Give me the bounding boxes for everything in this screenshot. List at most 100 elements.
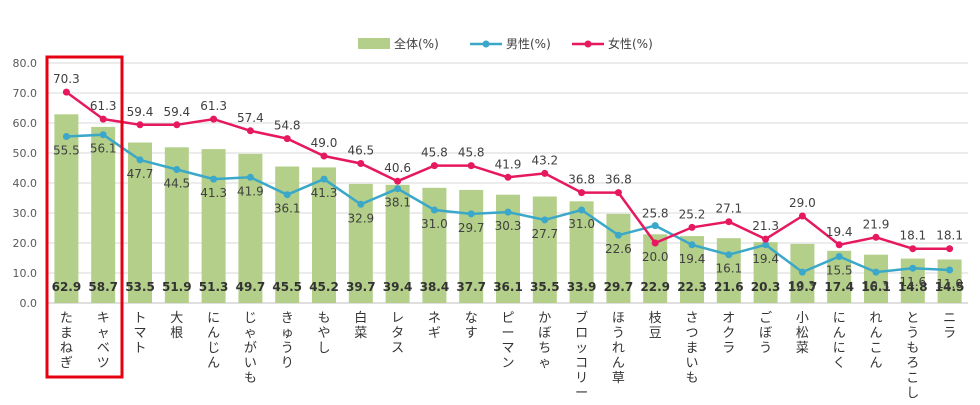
male-value-label: 31.0 bbox=[568, 217, 595, 231]
male-value-label: 19.4 bbox=[679, 252, 706, 266]
series-point bbox=[430, 206, 438, 214]
female-value-label: 43.2 bbox=[531, 153, 558, 167]
bar-value-label: 16.1 bbox=[861, 280, 891, 294]
legend-swatch-bar bbox=[358, 38, 390, 49]
category-label: かぼちゃ bbox=[538, 311, 551, 371]
series-point bbox=[394, 177, 402, 185]
male-value-label: 31.0 bbox=[421, 217, 448, 231]
female-value-label: 20.0 bbox=[642, 250, 669, 264]
bar-value-label: 53.5 bbox=[125, 280, 155, 294]
category-label: オクラ bbox=[722, 311, 735, 356]
series-point bbox=[467, 162, 475, 170]
series-point bbox=[578, 206, 586, 214]
female-value-label: 46.5 bbox=[347, 144, 374, 158]
series-point bbox=[210, 175, 218, 183]
category-label: ニラ bbox=[943, 311, 956, 341]
bar-value-label: 22.9 bbox=[640, 280, 670, 294]
series-point bbox=[320, 175, 328, 183]
female-value-label: 45.8 bbox=[421, 146, 448, 160]
series-point bbox=[946, 266, 954, 274]
male-value-label: 16.1 bbox=[715, 262, 742, 276]
series-point bbox=[909, 264, 917, 272]
bar-value-label: 21.6 bbox=[714, 280, 744, 294]
female-value-label: 21.3 bbox=[752, 219, 779, 233]
bar-value-label: 39.4 bbox=[383, 280, 413, 294]
series-point bbox=[136, 156, 144, 164]
bar bbox=[312, 167, 336, 303]
female-value-label: 45.8 bbox=[458, 146, 485, 160]
series-point bbox=[798, 268, 806, 276]
category-label: レタス bbox=[391, 311, 404, 356]
bar-value-label: 38.4 bbox=[420, 280, 450, 294]
series-point bbox=[504, 208, 512, 216]
category-label: さつまいも bbox=[685, 311, 698, 386]
bar bbox=[201, 149, 226, 303]
y-tick-label: 80.0 bbox=[13, 57, 38, 70]
male-value-label: 11.6 bbox=[899, 275, 926, 289]
legend-swatch-marker bbox=[482, 40, 490, 48]
series-point bbox=[541, 216, 549, 224]
female-value-label: 25.2 bbox=[679, 207, 706, 221]
series-point bbox=[99, 115, 107, 123]
female-value-label: 21.9 bbox=[863, 217, 890, 231]
category-label: トマト bbox=[133, 311, 146, 356]
y-axis: 0.0 10.0 20.0 30.0 40.0 50.0 60.0 70.0 80.0 bbox=[13, 57, 38, 310]
bar-value-label: 35.5 bbox=[530, 280, 560, 294]
y-tick-label: 60.0 bbox=[13, 117, 38, 130]
female-value-label: 41.9 bbox=[495, 157, 522, 171]
female-value-label: 18.1 bbox=[936, 229, 963, 243]
y-tick-label: 10.0 bbox=[13, 267, 38, 280]
female-value-label: 61.3 bbox=[90, 99, 117, 113]
series-point bbox=[946, 245, 954, 253]
male-value-label: 44.5 bbox=[163, 177, 190, 191]
y-tick-label: 50.0 bbox=[13, 147, 38, 160]
series-point bbox=[430, 162, 438, 170]
category-label: 枝豆 bbox=[649, 311, 662, 341]
data-labels: 62.9 58.7 53.5 51.9 51.3 49.7 45.5 45.2 39.7 39.4… bbox=[52, 72, 965, 294]
y-tick-label: 40.0 bbox=[13, 177, 38, 190]
male-value-label: 32.9 bbox=[347, 211, 374, 225]
series-point bbox=[210, 115, 218, 123]
series-point bbox=[872, 233, 880, 241]
category-label: たまねぎ bbox=[60, 311, 73, 371]
female-value-label: 57.4 bbox=[237, 111, 264, 125]
category-label: きゅうり bbox=[281, 311, 294, 371]
bar bbox=[164, 147, 189, 303]
male-value-label: 10.3 bbox=[789, 279, 816, 293]
female-value-label: 29.0 bbox=[789, 196, 816, 210]
series-point bbox=[173, 121, 181, 129]
legend-label: 女性(%) bbox=[608, 36, 653, 51]
female-value-label: 59.4 bbox=[127, 105, 154, 119]
bar-value-label: 14.5 bbox=[935, 280, 965, 294]
bar bbox=[569, 201, 594, 303]
bar-value-label: 62.9 bbox=[52, 280, 82, 294]
bar bbox=[385, 184, 410, 303]
female-value-label: 36.8 bbox=[605, 173, 632, 187]
category-label: にんにく bbox=[833, 311, 846, 371]
male-value-label: 11.0 bbox=[936, 277, 963, 291]
series-point bbox=[283, 135, 291, 143]
series-point bbox=[688, 223, 696, 231]
category-label: 小松菜 bbox=[796, 311, 809, 356]
bar-value-label: 36.1 bbox=[493, 280, 523, 294]
x-axis: たまねぎ キャベツ トマト 大根 にんじん じゃがいも きゅうり もやし 白菜 レタス ネギなすピー… bbox=[60, 310, 956, 401]
bar bbox=[128, 142, 152, 303]
series-point bbox=[651, 222, 659, 230]
series-point bbox=[394, 185, 402, 193]
bar bbox=[532, 196, 557, 303]
male-value-label: 41.9 bbox=[237, 184, 264, 198]
male-value-label: 55.5 bbox=[53, 144, 80, 158]
bar-value-label: 29.7 bbox=[604, 280, 634, 294]
bar-value-label: 20.3 bbox=[751, 280, 781, 294]
male-value-label: 36.1 bbox=[274, 202, 301, 216]
bar-value-label: 37.7 bbox=[456, 280, 486, 294]
series-point bbox=[541, 169, 549, 177]
series-point bbox=[357, 160, 365, 167]
female-value-label: 27.1 bbox=[715, 202, 742, 216]
series-point bbox=[614, 189, 622, 197]
male-value-label: 47.7 bbox=[127, 167, 154, 181]
bar-value-label: 45.2 bbox=[309, 280, 339, 294]
series-point bbox=[725, 251, 733, 259]
bar bbox=[864, 254, 888, 303]
bar-series bbox=[54, 114, 962, 304]
